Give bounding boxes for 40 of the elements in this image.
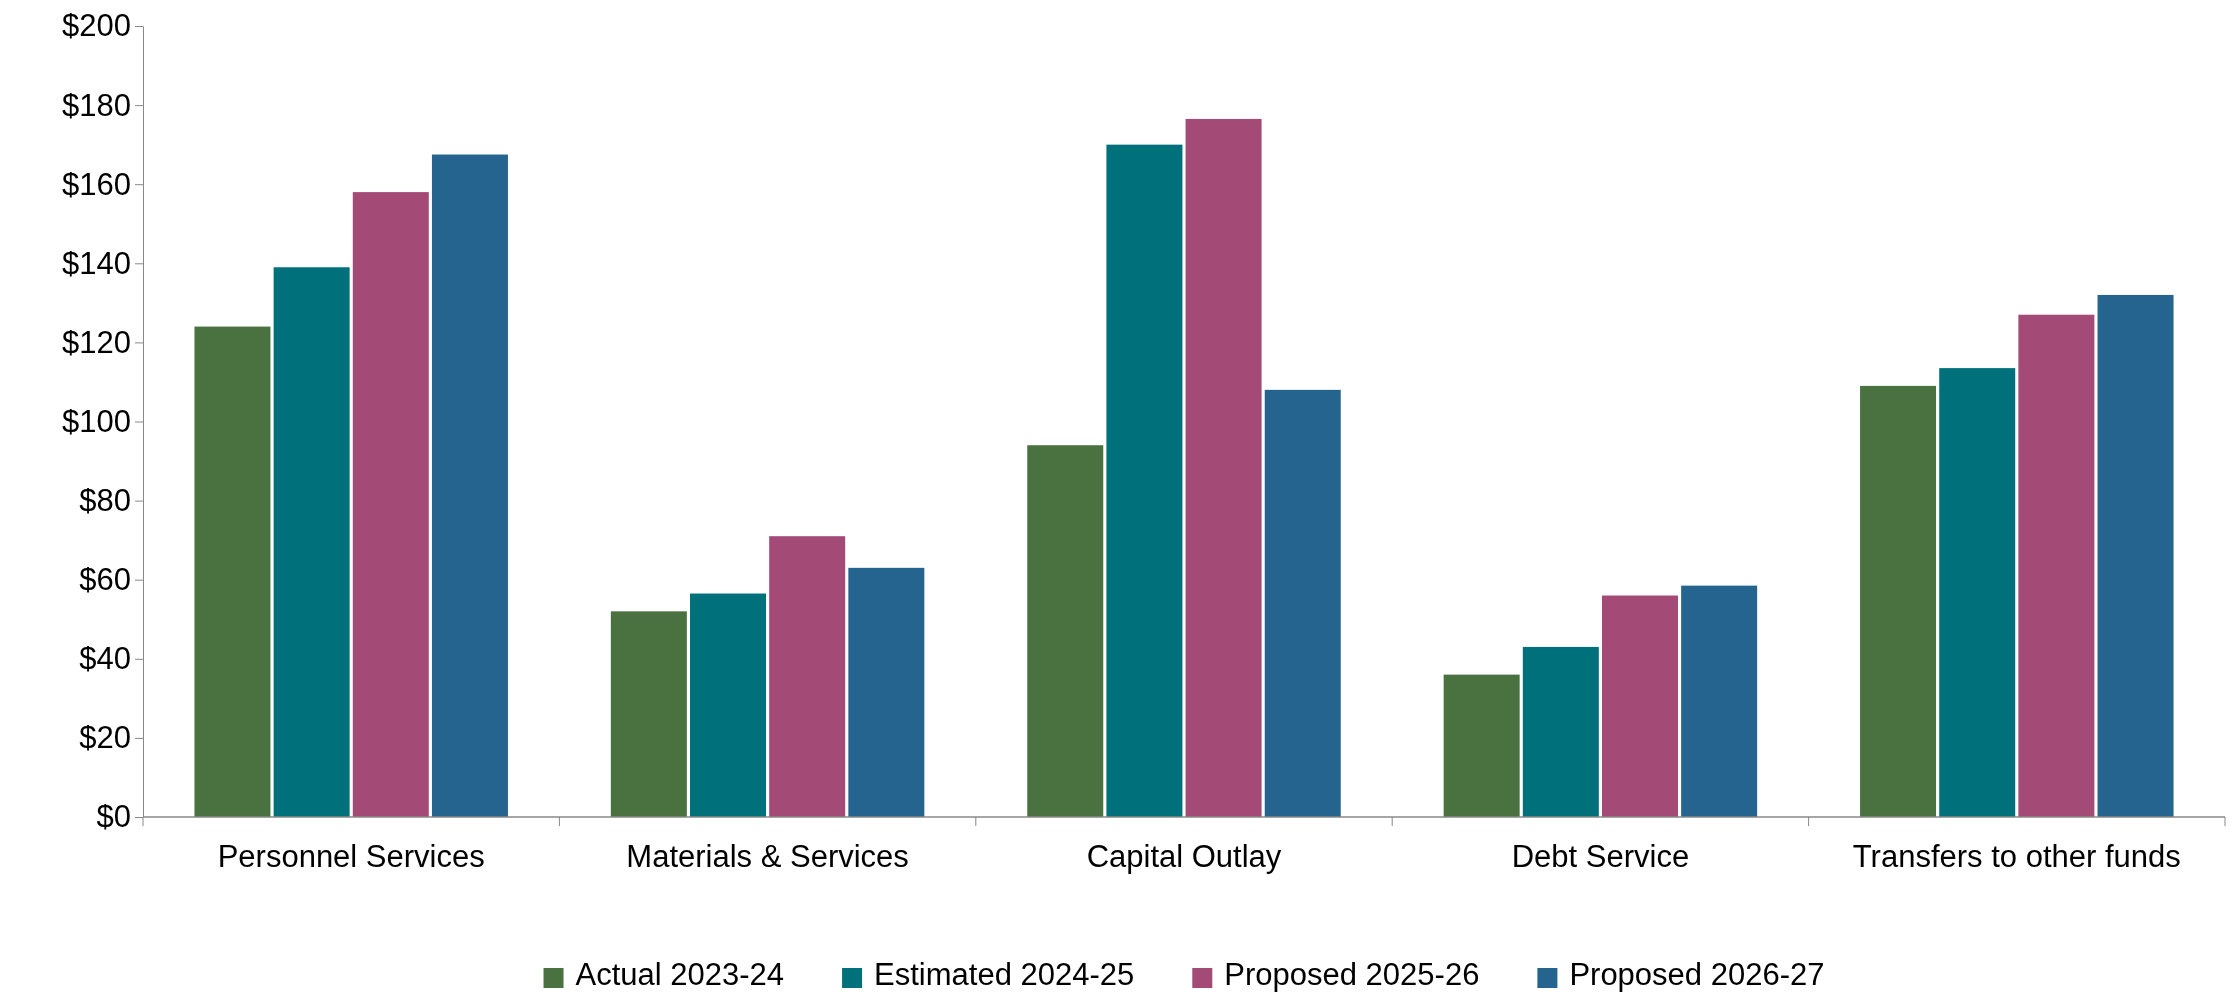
legend-label: Proposed 2026-27 [1569, 957, 1825, 992]
y-tick-label: $200 [62, 8, 131, 44]
y-tick-label: $180 [62, 87, 131, 123]
y-tick-label: $160 [62, 166, 131, 202]
x-tick-label: Capital Outlay [1086, 839, 1282, 874]
bar [1522, 646, 1599, 817]
bar [431, 154, 508, 817]
bar [1601, 595, 1678, 817]
bar [1106, 144, 1183, 817]
legend-label: Actual 2023-24 [575, 957, 785, 992]
bar [194, 326, 271, 817]
y-tick-label: $40 [79, 641, 131, 677]
x-tick-label: Personnel Services [217, 839, 485, 874]
bar [848, 567, 925, 817]
bar [690, 593, 767, 817]
y-tick-label: $20 [79, 720, 131, 756]
y-tick-label: $60 [79, 562, 131, 598]
bar [610, 611, 687, 817]
bar [1185, 118, 1262, 817]
y-tick-label: $100 [62, 403, 131, 439]
y-tick-label: $140 [62, 245, 131, 281]
bar [1027, 445, 1104, 817]
bar [2018, 314, 2095, 817]
bar [1681, 585, 1758, 817]
bar [1860, 385, 1937, 817]
y-tick-label: $120 [62, 324, 131, 360]
y-tick-label: $0 [96, 799, 131, 835]
x-tick-label: Debt Service [1511, 839, 1690, 874]
x-tick-label: Transfers to other funds [1852, 839, 2181, 874]
y-tick-label: $80 [79, 483, 131, 519]
bar [352, 192, 429, 817]
x-tick-label: Materials & Services [626, 839, 909, 874]
legend-label: Proposed 2025-26 [1224, 957, 1480, 992]
bar [1939, 368, 2016, 817]
bar [1264, 389, 1341, 817]
bar [273, 267, 350, 817]
bar [1443, 674, 1520, 817]
bar [769, 536, 846, 817]
legend-label: Estimated 2024-25 [874, 957, 1135, 992]
bar [2097, 294, 2174, 817]
